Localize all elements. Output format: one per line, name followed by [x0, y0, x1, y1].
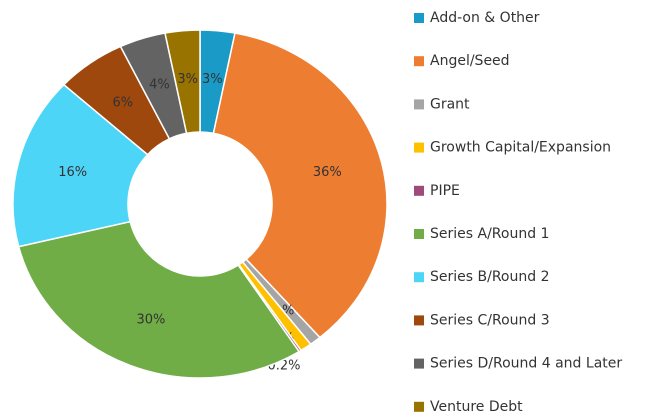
legend-swatch	[414, 142, 424, 153]
legend-text: Growth Capital/Expansion	[430, 140, 611, 156]
slice	[12, 83, 149, 248]
legend-swatch	[414, 272, 424, 283]
legend-text: Angel/Seed	[430, 53, 510, 69]
legend-text: PIPE	[430, 183, 460, 199]
data-label: 16%	[58, 165, 87, 180]
legend-text: Series D/Round 4 and Later	[430, 356, 622, 372]
legend-swatch	[414, 315, 424, 326]
legend-swatch	[414, 229, 424, 239]
legend-swatch	[414, 99, 424, 110]
legend-swatch	[414, 56, 424, 67]
legend-text: Venture Debt	[430, 399, 523, 415]
legend-swatch	[414, 401, 424, 412]
slice	[212, 32, 388, 339]
slice	[17, 220, 301, 379]
legend-text: Series C/Round 3	[430, 312, 550, 328]
legend-swatch	[414, 13, 424, 23]
data-label: 3%	[202, 72, 223, 87]
data-label: 4%	[149, 78, 170, 93]
legend-swatch	[414, 185, 424, 196]
slice	[164, 29, 201, 135]
legend-swatch	[414, 358, 424, 369]
data-label: 6%	[113, 95, 134, 110]
data-label: 3%	[177, 72, 198, 87]
data-label: 36%	[313, 165, 342, 180]
legend-text: Grant	[430, 96, 470, 112]
legend-text: Series B/Round 2	[430, 269, 549, 285]
legend-text: Series A/Round 1	[430, 226, 549, 242]
legend-text: Add-on & Other	[430, 10, 540, 26]
data-label: 30%	[136, 312, 165, 327]
